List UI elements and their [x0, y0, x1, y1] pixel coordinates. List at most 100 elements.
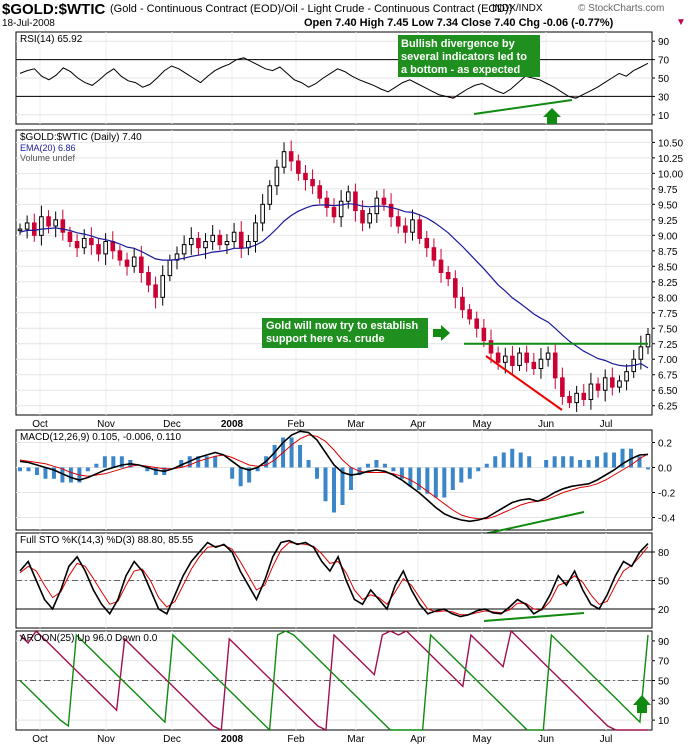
price-candle-body [281, 151, 287, 168]
price-axis-tick-label: 8.75 [658, 247, 678, 258]
price-candle-body [167, 259, 173, 277]
aroon-axis-tick-label: 30 [658, 696, 670, 707]
rsi-axis-tick-label: 50 [658, 74, 670, 85]
price-candle-body [403, 225, 408, 233]
price-candle-body [645, 333, 651, 348]
price-candle-body [331, 206, 337, 218]
price-candle-body [560, 377, 565, 397]
price-candle-body [460, 296, 465, 311]
bullish-note-line: several indicators led to [401, 51, 527, 63]
price-candle-body [567, 395, 572, 404]
price-candle-body [317, 185, 323, 199]
price-title: $GOLD:$WTIC (Daily) 7.40 [20, 132, 142, 143]
down-arrow-icon: ▼ [676, 17, 686, 28]
price-candle-body [502, 355, 508, 363]
price-candle-body [467, 309, 472, 320]
brand-label[interactable]: © StockCharts.com [578, 3, 665, 14]
price-candle-body [488, 340, 494, 354]
price-candle-body [81, 237, 87, 249]
macd-axis-tick-label: -0.2 [658, 489, 676, 500]
price-axis-tick-label: 9.25 [658, 216, 678, 227]
rsi-line [19, 57, 649, 99]
price-axis-tick-label: 7.50 [658, 324, 678, 335]
price-candle-body [288, 151, 294, 162]
price-candle-body [367, 213, 372, 224]
price-candle-body [517, 352, 522, 366]
price-candle-body [124, 259, 130, 267]
price-x-tick-label: Mar [347, 419, 365, 430]
price-candle-body [395, 216, 401, 227]
ema-legend: EMA(20) 6.86 [20, 143, 76, 153]
price-candle-body [474, 318, 480, 329]
price-axis-tick-label: 7.25 [658, 340, 678, 351]
macd-signal-line [19, 434, 649, 520]
macd-axis-tick-label: 0.0 [658, 464, 672, 475]
price-candle-body [253, 222, 258, 243]
price-candle-body [538, 358, 544, 370]
price-candle-body [160, 275, 166, 298]
price-candle-body [445, 272, 451, 280]
price-x-tick-label: Nov [97, 419, 115, 430]
rsi-axis-tick-label: 10 [658, 111, 670, 122]
price-candle-body [353, 191, 358, 212]
price-candle-body [260, 203, 265, 224]
price-axis-tick-label: 10.25 [658, 154, 683, 165]
price-candle-body [438, 259, 444, 274]
exchange-label: INDX/INDX [492, 3, 543, 14]
symbol-description: (Gold - Continuous Contract (EOD)/Oil - … [110, 3, 513, 15]
price-candle-body [617, 380, 622, 388]
price-candle-body [31, 222, 37, 236]
sto-divergence-line [483, 612, 585, 622]
price-candle-body [196, 237, 201, 249]
price-candle-body [417, 219, 422, 239]
aroon-axis-tick-label: 90 [658, 637, 670, 648]
price-candle-body [602, 377, 608, 391]
aroon-x-tick-label: Nov [97, 734, 115, 745]
price-candle-body [431, 247, 437, 261]
price-candle-body [510, 355, 515, 366]
price-candle-body [638, 346, 644, 360]
aroon-axis-tick-label: 50 [658, 677, 670, 688]
price-candle-body [174, 253, 180, 261]
price-axis-tick-label: 8.25 [658, 278, 678, 289]
price-candle-body [595, 383, 601, 391]
price-candle-body [296, 160, 301, 174]
aroon-up-line [19, 630, 649, 732]
price-x-tick-label: Feb [287, 419, 305, 430]
price-candle-body [39, 216, 44, 236]
price-candle-body [24, 222, 30, 230]
price-candle-body [74, 241, 80, 249]
price-axis-tick-label: 6.25 [658, 402, 678, 413]
macd-divergence-line [483, 511, 585, 535]
price-x-tick-label: Dec [163, 419, 181, 430]
ohlc-readout: Open 7.40 High 7.45 Low 7.34 Close 7.40 … [304, 17, 614, 29]
sto-title: Full STO %K(14,3) %D(3) 88.80, 85.55 [20, 535, 194, 546]
price-candle-body [103, 241, 108, 255]
price-candle-body [139, 256, 144, 273]
price-candle-body [60, 219, 66, 233]
aroon-axis-tick-label: 70 [658, 657, 670, 668]
price-candle-body [146, 272, 151, 286]
price-candle-body [17, 228, 23, 232]
aroon-x-tick-label: Oct [32, 734, 48, 745]
support-note-box [262, 318, 428, 348]
price-axis-tick-label: 9.50 [658, 200, 678, 211]
price-candle-body [53, 219, 58, 227]
bullish-note-box [398, 35, 540, 77]
support-right-arrow-icon [433, 325, 450, 341]
volume-legend: Volume undef [20, 153, 76, 163]
price-candle-body [424, 237, 430, 249]
price-candle-body [224, 241, 230, 246]
price-candle-body [581, 392, 587, 401]
price-candle-body [574, 392, 579, 404]
aroon-title: AROON(25) Up 96.0 Down 0.0 [20, 633, 158, 644]
price-axis-tick-label: 7.00 [658, 355, 678, 366]
price-candle-body [552, 352, 558, 379]
price-axis-tick-label: 7.75 [658, 309, 678, 320]
sto-axis-tick-label: 20 [658, 605, 670, 616]
price-axis-tick-label: 10.00 [658, 169, 683, 180]
price-candle-body [203, 241, 208, 249]
rsi-title: RSI(14) 65.92 [20, 34, 83, 45]
price-candle-body [46, 216, 51, 227]
